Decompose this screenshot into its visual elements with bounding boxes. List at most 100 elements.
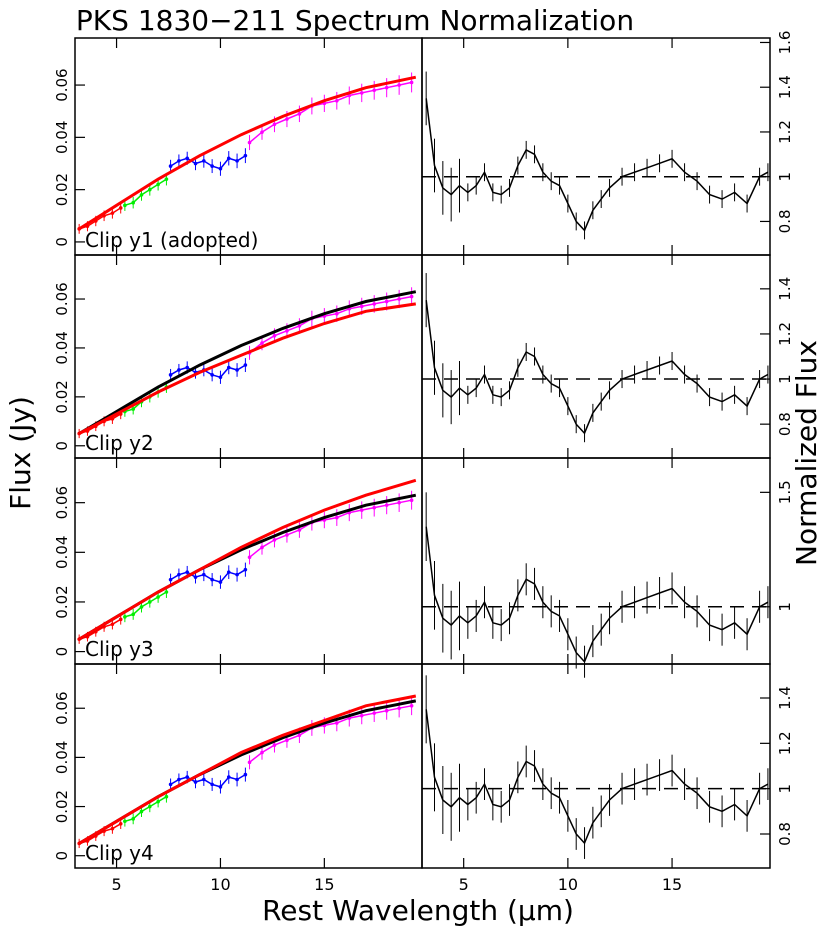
normalized-panel-frame xyxy=(421,37,771,256)
spectrum-point xyxy=(397,297,401,301)
spectrum-point xyxy=(409,294,414,299)
spectrum-point xyxy=(139,809,144,814)
spectrum-point xyxy=(185,570,190,574)
panel-label: Clip y4 xyxy=(85,841,154,865)
spectrum-point xyxy=(235,368,239,372)
fit-curve xyxy=(78,478,417,641)
flux-ytick-label: 0 xyxy=(53,851,71,861)
adopted-fit-curve xyxy=(78,699,417,845)
spectrum-point xyxy=(131,817,135,821)
flux-ytick-label: 0.04 xyxy=(53,331,71,364)
spectrum-ll2 xyxy=(170,155,246,170)
norm-ytick-label: 1.2 xyxy=(776,120,794,144)
flux-ytick-label: 0.04 xyxy=(53,121,71,154)
spectrum-point xyxy=(243,153,248,158)
fit-curve xyxy=(78,302,417,435)
spectrum-point xyxy=(218,580,223,584)
spectrum-point xyxy=(177,159,181,163)
spectrum-point xyxy=(272,538,277,542)
spectrum-point xyxy=(397,83,401,87)
spectrum-sl1 xyxy=(124,796,167,823)
normalized-panel-frame xyxy=(421,254,771,459)
spectrum-point xyxy=(272,333,277,338)
spectrum-point xyxy=(139,193,144,197)
norm-ytick-label: 1.4 xyxy=(776,75,794,99)
flux-ytick-label: 0.06 xyxy=(53,691,71,724)
flux-ytick-label: 0.06 xyxy=(53,486,71,519)
spectrum-point xyxy=(148,187,152,192)
spectrum-point xyxy=(243,363,248,367)
spectrum-point xyxy=(372,505,377,510)
normalized-panel-1: 0.8 1 1.2 1.4 1.6 xyxy=(421,31,794,256)
spectrum-point xyxy=(185,365,190,370)
spectrum-point xyxy=(260,545,264,550)
norm-ytick-label: 0.8 xyxy=(776,822,794,846)
flux-ytick-label: 0.04 xyxy=(53,536,71,569)
spectrum-point xyxy=(168,373,173,377)
flux-ytick-label: 0.02 xyxy=(53,380,71,413)
spectrum-point xyxy=(164,177,169,181)
flux-panel-4: 5 10 15 0 0.02 0.04 0.06 Clip y4 xyxy=(53,663,423,894)
spectrum-point xyxy=(168,577,173,582)
normalized-panel-3: 11.5 xyxy=(421,457,794,678)
spectrum-point xyxy=(156,182,160,187)
spectrum-point xyxy=(384,708,389,713)
flux-ytick-label: 0.02 xyxy=(53,173,71,206)
spectrum-point xyxy=(156,595,160,599)
spectrum-point xyxy=(139,605,144,609)
spectrum-point xyxy=(260,750,264,755)
spectrum-point xyxy=(335,98,339,103)
spectrum-point xyxy=(193,161,198,166)
spectrum-point xyxy=(409,703,414,708)
spectrum-point xyxy=(131,200,135,205)
norm-ytick-label: 1.2 xyxy=(776,322,794,346)
norm-xtick-label: 5 xyxy=(459,875,469,894)
spectrum-point xyxy=(397,706,401,711)
norm-ytick-label: 1 xyxy=(776,374,794,384)
spectrum-point xyxy=(168,782,173,787)
spectrum-point xyxy=(218,785,223,789)
flux-panel-3: 0 0.02 0.04 0.06 Clip y3 xyxy=(53,457,423,665)
spectrum-point xyxy=(210,782,214,787)
spectrum-point xyxy=(335,311,339,316)
spectrum-point xyxy=(177,368,181,372)
spectrum-ll2 xyxy=(170,773,246,788)
spectrum-point xyxy=(297,528,302,532)
spectrum-point xyxy=(118,617,123,622)
spectrum-ll2 xyxy=(170,364,246,379)
normalized-panel-4: 5 10 15 0.8 1 1.2 1.4 xyxy=(421,663,794,894)
flux-xtick-label: 5 xyxy=(111,875,121,894)
spectrum-ll2 xyxy=(170,569,246,583)
spectrum-ll1 xyxy=(249,295,412,354)
spectrum-point xyxy=(409,498,414,502)
norm-ytick-label: 1 xyxy=(776,172,794,182)
flux-panel-frame xyxy=(74,457,423,665)
spectrum-point xyxy=(335,721,339,725)
spectrum-point xyxy=(131,407,135,411)
spectrum-point xyxy=(226,156,231,161)
flux-panel-frame xyxy=(74,254,423,459)
spectrum-sl1 xyxy=(124,591,167,618)
flux-panel-frame xyxy=(74,663,423,869)
y-axis-label-normalized-flux: Normalized Flux xyxy=(790,340,823,566)
spectrum-point xyxy=(359,304,364,309)
panel-label: Clip y1 (adopted) xyxy=(85,228,258,252)
spectrum-point xyxy=(297,324,302,328)
spectrum-point xyxy=(123,819,127,824)
flux-ytick-label: 0.06 xyxy=(53,282,71,315)
norm-ytick-label: 1 xyxy=(776,784,794,794)
normalized-panel-frame xyxy=(421,457,771,665)
normalized-spectrum xyxy=(425,300,769,435)
normalized-panel-frame xyxy=(421,663,771,869)
fit-curve xyxy=(78,75,417,231)
spectrum-point xyxy=(409,80,414,85)
spectrum-point xyxy=(118,206,123,210)
x-axis-label: Rest Wavelength (μm) xyxy=(262,894,574,927)
panel-label: Clip y2 xyxy=(85,431,154,455)
spectrum-point xyxy=(226,570,231,574)
spectrum-point xyxy=(210,577,214,582)
norm-ytick-label: 1.4 xyxy=(776,277,794,301)
spectrum-point xyxy=(260,130,264,134)
spectrum-sl1 xyxy=(124,178,167,207)
